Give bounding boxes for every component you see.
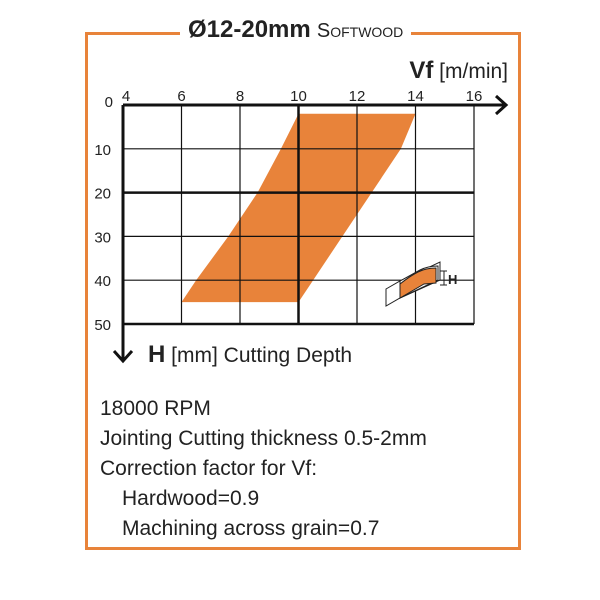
y-axis-label: H [mm] Cutting Depth	[148, 341, 352, 368]
note-hardwood: Hardwood=0.9	[122, 487, 260, 510]
y-tick-label: 10	[94, 142, 111, 159]
x-tick-label: 4	[122, 88, 130, 105]
y-tick-label: 50	[94, 317, 111, 334]
y-tick-label: 20	[94, 186, 111, 203]
note-rpm: 18000 RPM	[100, 397, 211, 420]
x-tick-label: 16	[466, 88, 483, 105]
note-correction: Correction factor for Vf:	[100, 457, 318, 480]
x-tick-label: 14	[407, 88, 424, 105]
note-thickness: Jointing Cutting thickness 0.5-2mm	[100, 427, 427, 450]
title-material: Softwood	[316, 20, 404, 42]
notes: 18000 RPM Jointing Cutting thickness 0.5…	[100, 394, 427, 544]
x-tick-label: 6	[177, 88, 185, 105]
y-tick-label: 30	[94, 229, 111, 246]
inset-h-label: H	[448, 272, 457, 287]
x-axis-label: Vf [m/min]	[409, 57, 508, 84]
x-axis-arrow-icon	[494, 94, 509, 116]
y-axis-arrow-icon	[112, 349, 134, 364]
x-tick-label: 10	[290, 88, 307, 105]
x-tick-label: 12	[349, 88, 366, 105]
x-tick-label: 8	[236, 88, 244, 105]
y-tick-label: 0	[105, 94, 113, 111]
workpiece-profile-icon	[385, 261, 447, 307]
y-tick-label: 40	[94, 273, 111, 290]
title-diameter: Ø12-20mm	[188, 16, 311, 43]
note-across-grain: Machining across grain=0.7	[122, 517, 380, 540]
chart-title: Ø12-20mm Softwood	[180, 16, 412, 44]
